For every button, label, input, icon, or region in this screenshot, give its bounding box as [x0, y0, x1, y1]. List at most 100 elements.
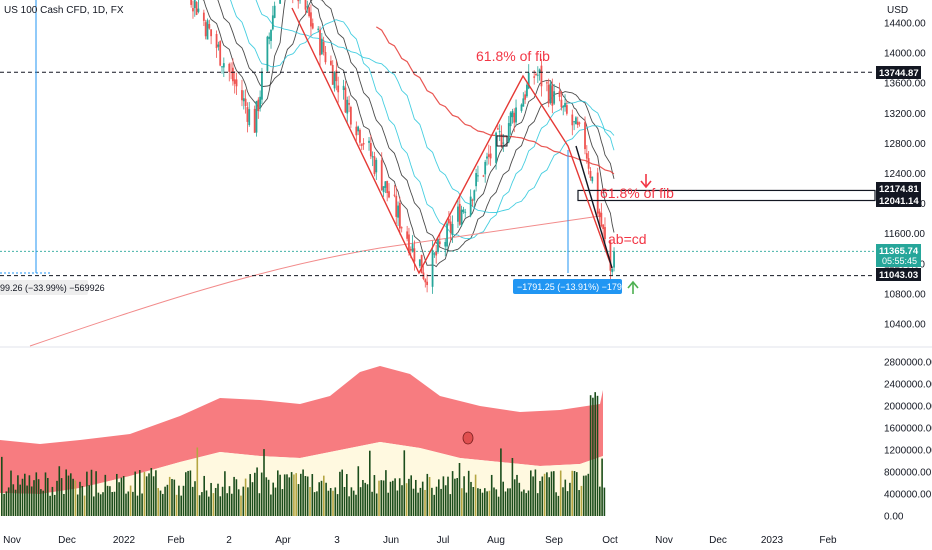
volume-bar: [419, 487, 422, 516]
volume-bar: [90, 469, 93, 516]
volume-bar: [417, 492, 419, 516]
candle-body: [464, 211, 467, 213]
time-tick: 2: [226, 535, 232, 546]
volume-bar: [233, 476, 235, 516]
volume-bar: [456, 478, 458, 516]
candle-body: [536, 74, 539, 76]
candle-body: [495, 132, 497, 163]
volume-bar: [152, 476, 155, 516]
volume-bar: [513, 479, 516, 516]
candle-body: [190, 0, 193, 5]
volume-bar: [548, 477, 550, 516]
svg-text:12041.14: 12041.14: [879, 196, 919, 207]
volume-bar: [187, 470, 189, 516]
volume-bar: [359, 487, 362, 516]
down-arrow-icon: [640, 174, 652, 189]
candle-body: [357, 126, 360, 132]
volume-bar: [596, 395, 599, 516]
candle-body: [388, 191, 390, 198]
candle-body: [397, 205, 399, 218]
candle-body: [273, 5, 276, 18]
volume-bar: [279, 474, 281, 516]
candle-body: [335, 70, 338, 82]
candle-body: [447, 219, 450, 224]
candle-body: [244, 98, 247, 106]
volume-bar: [171, 478, 173, 516]
candle-body: [310, 12, 312, 27]
candle-body: [604, 227, 606, 240]
candle-body: [261, 71, 263, 100]
volume-bar: [290, 472, 293, 516]
volume-bar: [550, 471, 553, 516]
volume-bar: [341, 469, 343, 516]
volume-bar: [143, 471, 146, 516]
volume-bar: [539, 480, 541, 516]
candle-body: [486, 156, 488, 159]
volume-bar: [56, 480, 58, 516]
volume-bar: [201, 492, 203, 516]
time-tick: Jun: [383, 535, 399, 546]
time-tick: 2022: [113, 535, 136, 546]
measure-left-text: 99.26 (−33.99%) −569926: [0, 283, 105, 293]
volume-bar: [458, 462, 461, 516]
volume-bar: [336, 494, 339, 516]
volume-bar: [97, 492, 100, 516]
candle-body: [197, 8, 200, 12]
candle-body: [547, 84, 550, 104]
candle-body: [433, 253, 436, 255]
time-tick: Apr: [275, 535, 291, 546]
candle-body: [242, 98, 245, 102]
candle-body: [204, 22, 207, 37]
volume-bar: [571, 470, 573, 516]
candle-body: [386, 180, 389, 194]
volume-bar: [378, 480, 380, 516]
volume-bar: [481, 492, 484, 516]
volume-bar: [67, 475, 70, 516]
volume-bar: [231, 493, 233, 516]
volume-bar: [573, 471, 576, 516]
volume-bar: [442, 476, 445, 516]
volume-bar: [247, 487, 249, 516]
drawing-overlays: [0, 0, 876, 277]
volume-bar: [566, 491, 569, 516]
volume-bar: [49, 495, 51, 516]
volume-bar: [47, 477, 49, 516]
volume-bar: [375, 493, 378, 516]
candle-body: [449, 221, 452, 234]
candle-body: [279, 0, 281, 4]
time-tick: Dec: [709, 535, 727, 546]
candle-body: [551, 85, 554, 106]
measure-right-text: −1791.25 (−13.91%) −179125: [517, 282, 637, 292]
time-tick: 2023: [761, 535, 784, 546]
volume-bar: [249, 474, 251, 516]
volume-bar: [125, 493, 127, 516]
volume-bar: [76, 494, 79, 516]
candle-body: [549, 83, 552, 103]
candle-body: [395, 195, 398, 217]
volume-bar: [150, 467, 153, 516]
volume-bar: [88, 485, 90, 516]
volume-bar: [37, 479, 40, 516]
volume-bar: [594, 392, 596, 516]
svg-text:11043.03: 11043.03: [879, 270, 918, 281]
candle-body: [500, 133, 503, 147]
volume-bar: [357, 466, 360, 516]
volume-bar: [254, 472, 256, 516]
measure-right-box: [513, 279, 622, 294]
level-label-13744: 13744.87: [876, 66, 921, 79]
candle-body: [393, 194, 396, 196]
volume-bar: [463, 476, 465, 516]
candle-body: [362, 142, 365, 145]
volume-bar: [251, 482, 254, 516]
volume-bar: [104, 474, 107, 516]
time-tick: Feb: [819, 535, 837, 546]
volume-bar: [30, 486, 33, 516]
candle-body: [210, 29, 213, 37]
candle-body: [538, 69, 541, 73]
volume-bar: [175, 494, 178, 516]
volume-bar: [493, 487, 495, 516]
candle-body: [413, 248, 416, 262]
volume-bar: [587, 473, 590, 516]
candle-body: [233, 79, 236, 84]
volume-bar: [582, 475, 585, 516]
